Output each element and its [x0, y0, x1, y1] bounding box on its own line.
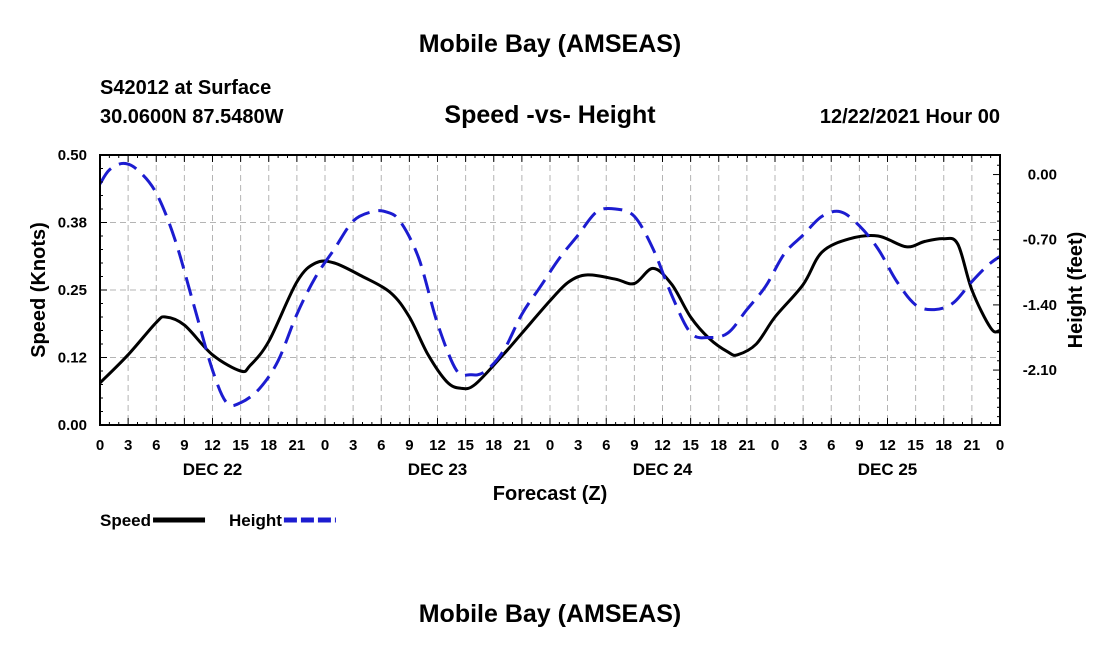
series-line-height: [100, 161, 1000, 408]
x-tick-label: 21: [514, 437, 531, 454]
x-tick-label: 15: [232, 437, 249, 454]
x-tick-label: 0: [321, 437, 329, 454]
x-tick-label: 9: [180, 437, 188, 454]
series-layer: [100, 161, 1000, 408]
x-tick-label: 9: [630, 437, 638, 454]
x-tick-label: 3: [799, 437, 807, 454]
x-tick-label: 0: [96, 437, 104, 454]
x-tick-label: 9: [855, 437, 863, 454]
x-tick-label: 9: [405, 437, 413, 454]
x-tick-label: 18: [935, 437, 952, 454]
x-tick-label: 6: [377, 437, 385, 454]
x-tick-label: 0: [771, 437, 779, 454]
x-tick-label: 21: [739, 437, 756, 454]
y-axis-title: Speed (Knots): [28, 222, 50, 358]
y2-tick-label: -1.40: [1023, 297, 1057, 314]
day-label: DEC 23: [408, 460, 468, 479]
station-coordinates: 30.0600N 87.5480W: [100, 106, 284, 128]
chart-subtitle: Speed -vs- Height: [444, 101, 656, 129]
y2-axis-title: Height (feet): [1065, 232, 1087, 349]
x-tick-label: 6: [602, 437, 610, 454]
x-tick-label: 12: [429, 437, 446, 454]
y-tick-label: 0.12: [58, 350, 87, 367]
legend-label-speed: Speed: [100, 511, 151, 530]
station-label: S42012 at Surface: [100, 77, 272, 99]
grid-layer: [100, 155, 1000, 425]
chart-title: Mobile Bay (AMSEAS): [418, 30, 682, 58]
x-tick-label: 18: [485, 437, 502, 454]
x-tick-label: 12: [654, 437, 671, 454]
x-tick-label: 0: [996, 437, 1004, 454]
y2-tick-label: 0.00: [1028, 167, 1057, 184]
x-tick-label: 3: [574, 437, 582, 454]
x-tick-label: 6: [152, 437, 160, 454]
y-tick-label: 0.38: [58, 215, 87, 232]
x-tick-label: 15: [682, 437, 699, 454]
x-tick-label: 6: [827, 437, 835, 454]
x-tick-label: 12: [204, 437, 221, 454]
y2-tick-label: -0.70: [1023, 232, 1057, 249]
x-tick-label: 15: [457, 437, 474, 454]
x-tick-label: 18: [260, 437, 277, 454]
day-label: DEC 25: [858, 460, 918, 479]
day-label: DEC 22: [183, 460, 243, 479]
x-tick-label: 3: [124, 437, 132, 454]
y-tick-label: 0.50: [58, 147, 87, 164]
legend: Speed Height: [100, 511, 336, 530]
legend-label-height: Height: [229, 511, 282, 530]
x-tick-label: 3: [349, 437, 357, 454]
x-tick-label: 12: [879, 437, 896, 454]
x-axis-title: Forecast (Z): [493, 483, 607, 505]
day-label: DEC 24: [633, 460, 693, 479]
y-tick-label: 0.25: [58, 282, 87, 299]
series-line-speed: [100, 233, 1000, 391]
x-tick-label: 18: [710, 437, 727, 454]
x-tick-label: 21: [964, 437, 981, 454]
x-tick-label: 21: [289, 437, 306, 454]
footer-title: Mobile Bay (AMSEAS): [418, 600, 682, 628]
axes-layer: 0 3 6 9 12 15 18 21 0 3 6 9 12 15 18 21 0 3 6 9 12 15 18 21 0 3 6 9…: [28, 147, 1087, 505]
y2-tick-label: -2.10: [1023, 362, 1057, 379]
x-tick-label: 15: [907, 437, 924, 454]
y-tick-label: 0.00: [58, 417, 87, 434]
forecast-datetime: 12/22/2021 Hour 00: [819, 106, 1000, 128]
x-tick-label: 0: [546, 437, 554, 454]
